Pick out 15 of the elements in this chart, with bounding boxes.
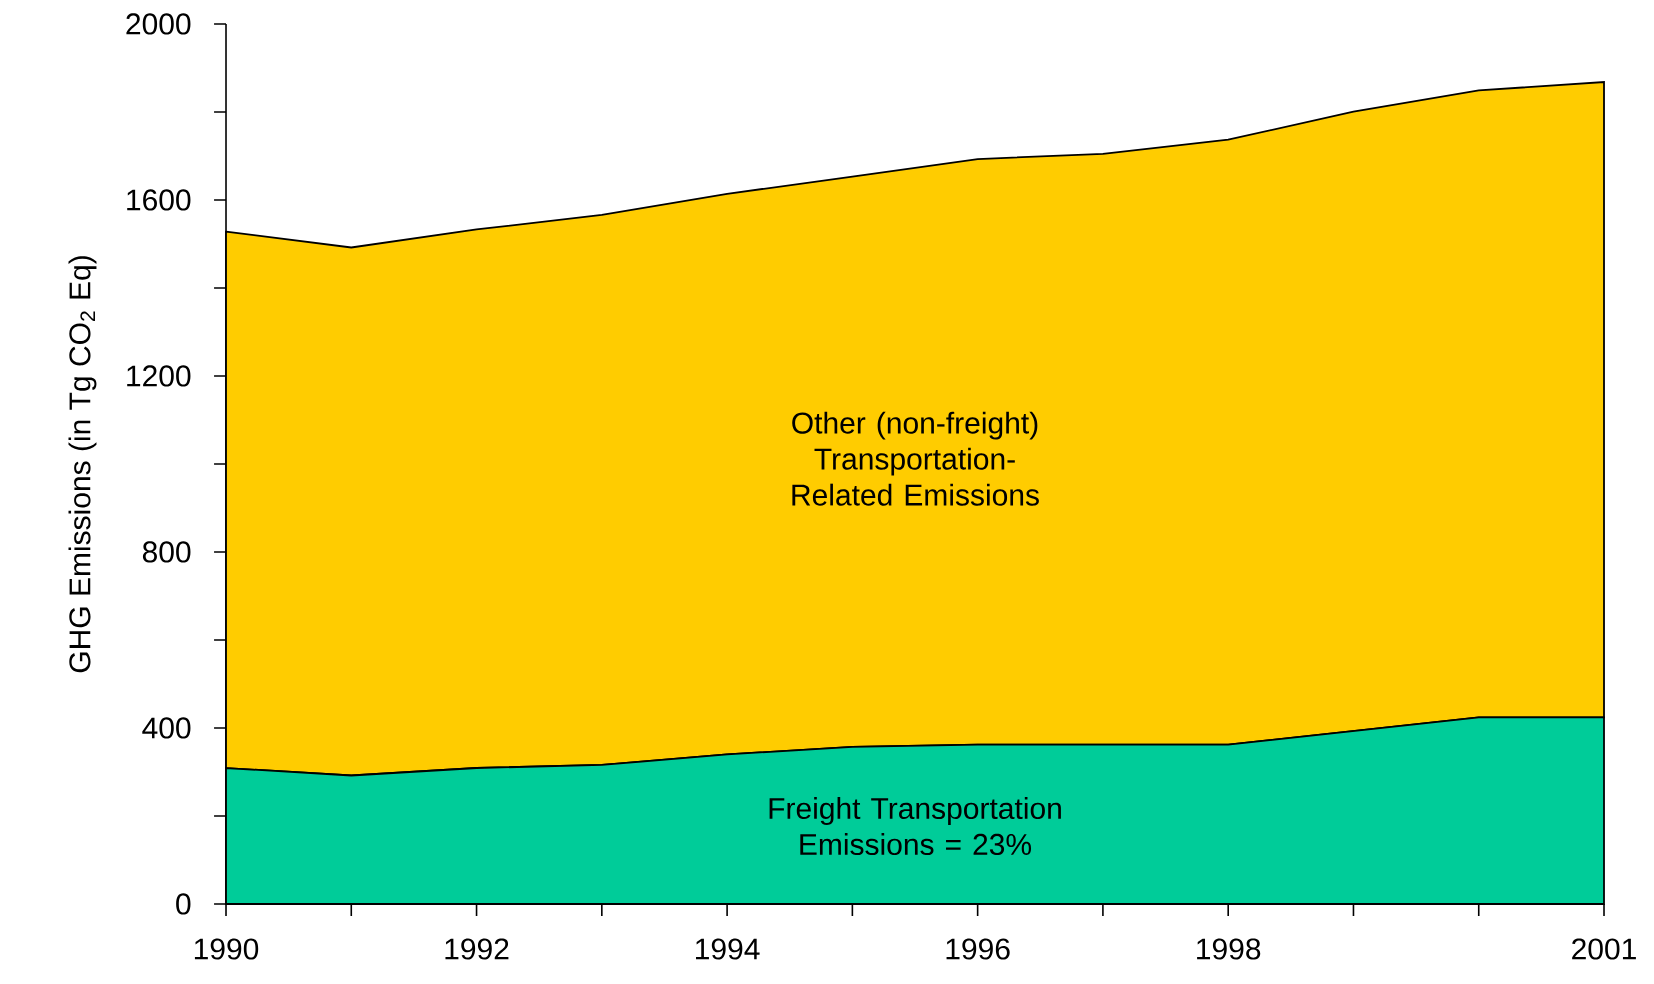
x-tick-label: 1996 bbox=[946, 938, 1010, 960]
y-tick-label: 1600 bbox=[127, 189, 191, 211]
y-axis-title: GHG Emissions (in Tg CO$_{2}$ Eq) bbox=[68, 256, 97, 673]
y-tick-label: 0 bbox=[176, 893, 191, 915]
x-tick-label: 1990 bbox=[194, 938, 259, 960]
y-tick-label: 1200 bbox=[127, 365, 191, 387]
y-tick-label: 800 bbox=[142, 541, 191, 563]
x-tick-label: 1994 bbox=[696, 938, 760, 960]
y-tick-label: 2000 bbox=[126, 13, 191, 35]
x-tick-label: 1992 bbox=[445, 938, 509, 960]
x-tick-label: 2001 bbox=[1572, 938, 1636, 960]
y-tick-label: 400 bbox=[142, 717, 191, 739]
series-label: Freight Transportation Emissions = 23% bbox=[769, 797, 1061, 856]
series-label: Other (non-freight) Transportation-Related Emissions bbox=[792, 411, 1039, 506]
x-tick-label: 1998 bbox=[1197, 938, 1261, 960]
